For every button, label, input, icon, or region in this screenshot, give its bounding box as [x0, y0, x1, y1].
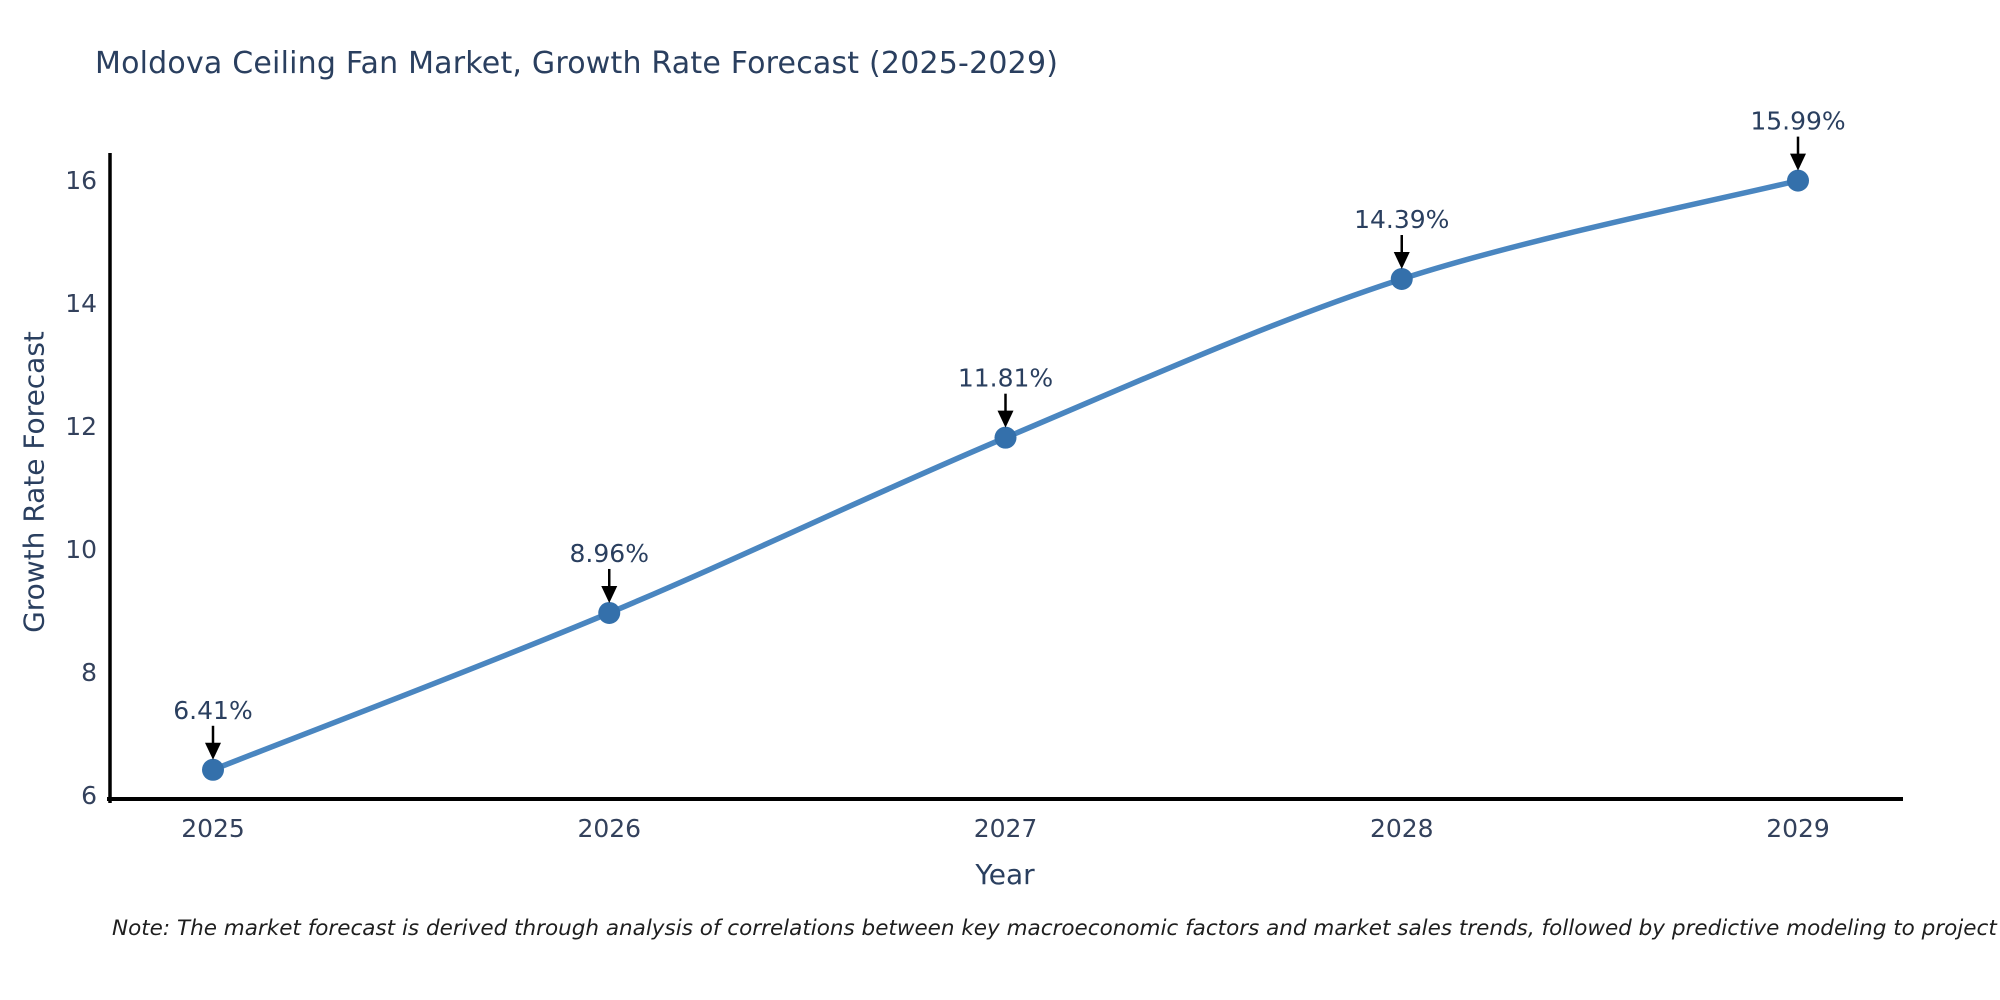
- y-tick-label: 14: [65, 289, 97, 318]
- chart-title: Moldova Ceiling Fan Market, Growth Rate …: [95, 46, 1059, 81]
- y-tick-label: 10: [65, 535, 97, 564]
- data-point-label: 11.81%: [958, 364, 1053, 393]
- x-tick-label: 2029: [1766, 814, 1830, 843]
- x-tick-label: 2025: [181, 814, 245, 843]
- annotation-arrow-head: [1393, 252, 1410, 270]
- x-tick-label: 2027: [974, 814, 1038, 843]
- trend-line: [210, 177, 1801, 773]
- data-point-label: 6.41%: [173, 696, 252, 725]
- x-tick-label: 2028: [1370, 814, 1434, 843]
- y-tick-label: 12: [65, 412, 97, 441]
- data-point: [1787, 169, 1809, 192]
- data-point-label: 14.39%: [1354, 205, 1449, 234]
- annotation-arrow-head: [997, 410, 1014, 428]
- y-tick-label: 16: [65, 166, 97, 195]
- annotation-arrow-head: [601, 585, 618, 603]
- x-axis-title: Year: [975, 858, 1035, 891]
- y-tick-label: 6: [81, 781, 97, 810]
- data-point-label: 8.96%: [570, 539, 649, 568]
- data-point-label: 15.99%: [1750, 107, 1845, 136]
- data-point: [1390, 268, 1413, 291]
- y-tick-label: 8: [81, 658, 97, 687]
- data-point: [202, 758, 224, 781]
- data-point: [598, 601, 621, 624]
- annotation-arrow-head: [1790, 153, 1806, 171]
- annotation-arrow-head: [205, 742, 221, 760]
- footnote: Note: The market forecast is derived thr…: [112, 916, 2000, 941]
- x-tick-label: 2026: [577, 814, 641, 843]
- data-point: [994, 426, 1017, 449]
